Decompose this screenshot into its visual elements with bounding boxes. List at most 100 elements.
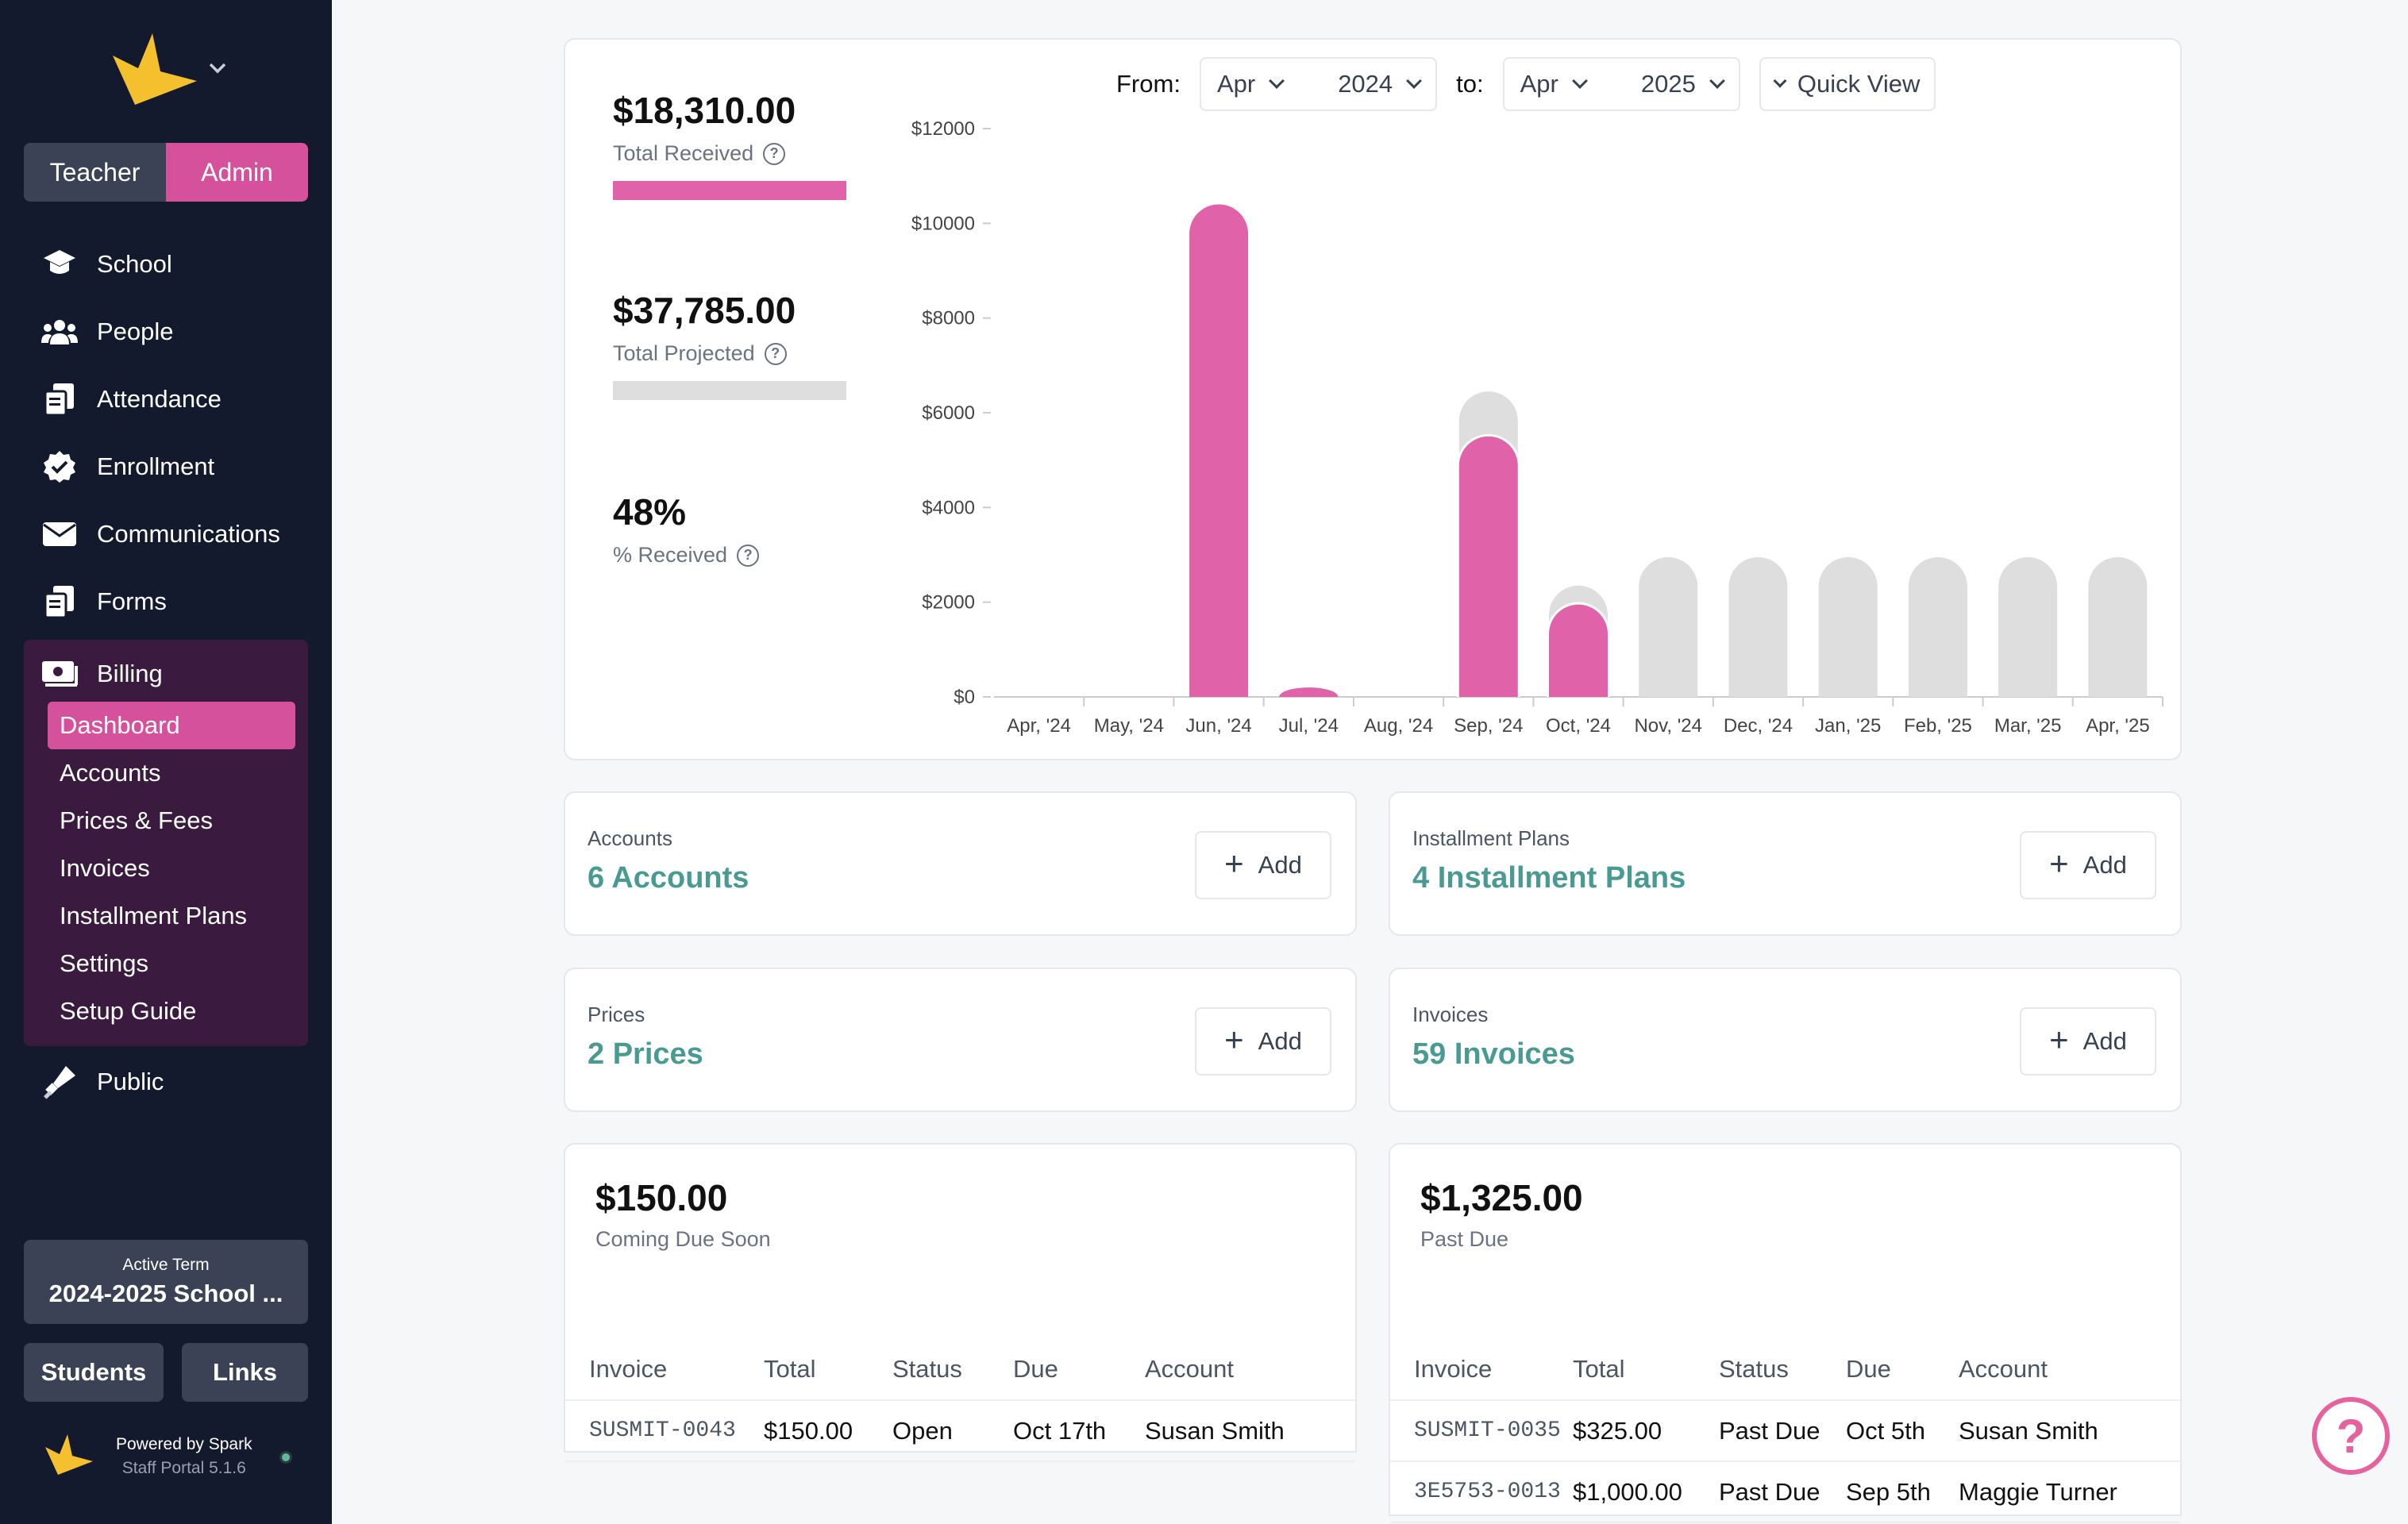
total-received-value: $18,310.00 — [613, 90, 796, 131]
total-projected-text: Total Projected — [613, 341, 755, 365]
to-month-select[interactable]: Apr — [1520, 70, 1588, 98]
coming-due-amount: $150.00 — [595, 1177, 728, 1218]
add-price-button[interactable]: + Add — [1195, 1007, 1331, 1076]
quick-view-button[interactable]: Quick View — [1759, 57, 1936, 111]
subnav-item-setup-guide[interactable]: Setup Guide — [60, 997, 197, 1025]
installment-plans-count-link[interactable]: 4 Installment Plans — [1412, 861, 1686, 895]
bar-received — [1458, 436, 1518, 697]
y-tick-label: $4000 — [922, 497, 975, 518]
nav-item-public[interactable]: Public — [24, 1048, 308, 1115]
nav-item-forms[interactable]: Forms — [24, 568, 308, 635]
invoice-id[interactable]: 3E5753-0013 — [1390, 1461, 1573, 1523]
nav-item-billing[interactable]: Billing — [24, 640, 308, 707]
nav-label: Enrollment — [97, 452, 215, 480]
y-tick-label: $6000 — [922, 402, 975, 424]
powered-by-label: Powered by Spark — [116, 1435, 252, 1453]
sidebar: Teacher Admin School People Attendance — [0, 0, 332, 1524]
envelope-icon — [41, 516, 78, 552]
x-tick-label: Dec, '24 — [1724, 715, 1793, 737]
add-invoice-button[interactable]: + Add — [2020, 1007, 2156, 1076]
subnav-item-installment-plans[interactable]: Installment Plans — [60, 902, 248, 929]
to-date-select: Apr 2025 — [1502, 57, 1740, 111]
stat-total-received: $18,310.00 Total Received ? — [613, 89, 796, 166]
add-label: Add — [2082, 851, 2127, 879]
bar-received — [1549, 604, 1608, 697]
to-month-value: Apr — [1520, 70, 1558, 98]
y-tick-label: $2000 — [922, 592, 975, 614]
subnav-item-settings[interactable]: Settings — [60, 949, 149, 977]
date-range-filters: From: Apr 2024 to: Apr 2025 Quick View — [1116, 57, 1936, 111]
add-installment-plan-button[interactable]: + Add — [2020, 831, 2156, 899]
invoice-status: Past Due — [1719, 1400, 1846, 1462]
invoice-status: Past Due — [1719, 1461, 1846, 1523]
invoice-account-link[interactable]: Maggie Turner — [1959, 1461, 2180, 1523]
nav-item-people[interactable]: People — [24, 298, 308, 365]
chevron-down-icon[interactable] — [208, 62, 227, 79]
bar-projected — [1818, 556, 1878, 697]
subnav-item-dashboard[interactable]: Dashboard — [48, 702, 295, 749]
from-month-value: Apr — [1216, 70, 1256, 98]
from-year-select[interactable]: 2024 — [1338, 70, 1423, 98]
bar-projected — [1728, 556, 1788, 697]
nav-label: Communications — [97, 519, 280, 548]
invoice-id[interactable]: SUSMIT-0035 — [1390, 1400, 1573, 1462]
add-label: Add — [1258, 851, 1302, 879]
accounts-count-link[interactable]: 6 Accounts — [588, 861, 749, 895]
links-button[interactable]: Links — [182, 1343, 308, 1402]
invoice-id[interactable]: SUSMIT-0043 — [565, 1400, 764, 1462]
invoice-account-link[interactable]: Susan Smith — [1145, 1400, 1355, 1462]
x-tick-label: Oct, '24 — [1546, 715, 1611, 737]
nav-item-school[interactable]: School — [24, 230, 308, 298]
column-header: Invoice — [1390, 1338, 1573, 1401]
nav-item-attendance[interactable]: Attendance — [24, 365, 308, 433]
column-header: Due — [1013, 1338, 1145, 1401]
subnav-item-invoices[interactable]: Invoices — [60, 854, 150, 882]
teacher-role-button[interactable]: Teacher — [24, 143, 166, 202]
to-year-select[interactable]: 2025 — [1641, 70, 1725, 98]
table-row[interactable]: SUSMIT-0043 $150.00 Open Oct 17th Susan … — [565, 1400, 1355, 1462]
prices-card: Prices 2 Prices + Add — [564, 968, 1357, 1112]
stat-percent-received: 48% % Received ? — [613, 491, 760, 568]
subnav-item-prices-fees[interactable]: Prices & Fees — [60, 806, 213, 834]
add-account-button[interactable]: + Add — [1195, 831, 1331, 899]
y-tick-label: $8000 — [922, 308, 975, 329]
prices-label: Prices — [588, 1003, 645, 1026]
nav-label: People — [97, 317, 174, 345]
invoice-account-link[interactable]: Susan Smith — [1959, 1400, 2180, 1462]
table-row[interactable]: 3E5753-0013 $1,000.00 Past Due Sep 5th M… — [1390, 1461, 2180, 1523]
table-row[interactable]: SUSMIT-0035 $325.00 Past Due Oct 5th Sus… — [1390, 1400, 2180, 1462]
x-tick-label: May, '24 — [1094, 715, 1164, 737]
students-button[interactable]: Students — [24, 1343, 164, 1402]
help-circle-icon[interactable]: ? — [763, 142, 786, 165]
total-received-text: Total Received — [613, 141, 754, 165]
forms-icon — [41, 583, 78, 620]
nav-item-enrollment[interactable]: Enrollment — [24, 433, 308, 500]
from-month-select[interactable]: Apr — [1216, 70, 1285, 98]
active-term-selector[interactable]: Active Term 2024-2025 School ... — [24, 1240, 308, 1324]
coming-due-table: Invoice Total Status Due Account SUSMIT-… — [565, 1338, 1355, 1462]
percent-received-label: % Received ? — [613, 543, 760, 568]
stat-total-projected: $37,785.00 Total Projected ? — [613, 289, 796, 366]
megaphone-icon — [41, 1064, 78, 1100]
invoices-count-link[interactable]: 59 Invoices — [1412, 1037, 1575, 1071]
help-button[interactable]: ? — [2312, 1397, 2390, 1475]
help-circle-icon[interactable]: ? — [764, 342, 787, 365]
y-tick-label: $12000 — [911, 118, 975, 140]
active-term-label: Active Term — [122, 1256, 210, 1274]
bar-received — [1189, 204, 1249, 697]
subnav-item-accounts[interactable]: Accounts — [60, 759, 161, 787]
spark-logo[interactable] — [111, 32, 198, 107]
column-header: Account — [1959, 1338, 2180, 1401]
x-tick-label: Jun, '24 — [1185, 715, 1251, 737]
total-projected-value: $37,785.00 — [613, 290, 796, 331]
column-header: Account — [1145, 1338, 1355, 1401]
prices-count-link[interactable]: 2 Prices — [588, 1037, 703, 1071]
help-circle-icon[interactable]: ? — [737, 544, 760, 567]
column-header: Invoice — [565, 1338, 764, 1401]
bar-projected — [1908, 556, 1967, 697]
invoice-due: Oct 17th — [1013, 1400, 1145, 1462]
nav-item-communications[interactable]: Communications — [24, 500, 308, 568]
admin-role-button[interactable]: Admin — [166, 143, 308, 202]
past-due-card: $1,325.00 Past Due Invoice Total Status … — [1389, 1143, 2182, 1523]
percent-received-value: 48% — [613, 491, 687, 533]
